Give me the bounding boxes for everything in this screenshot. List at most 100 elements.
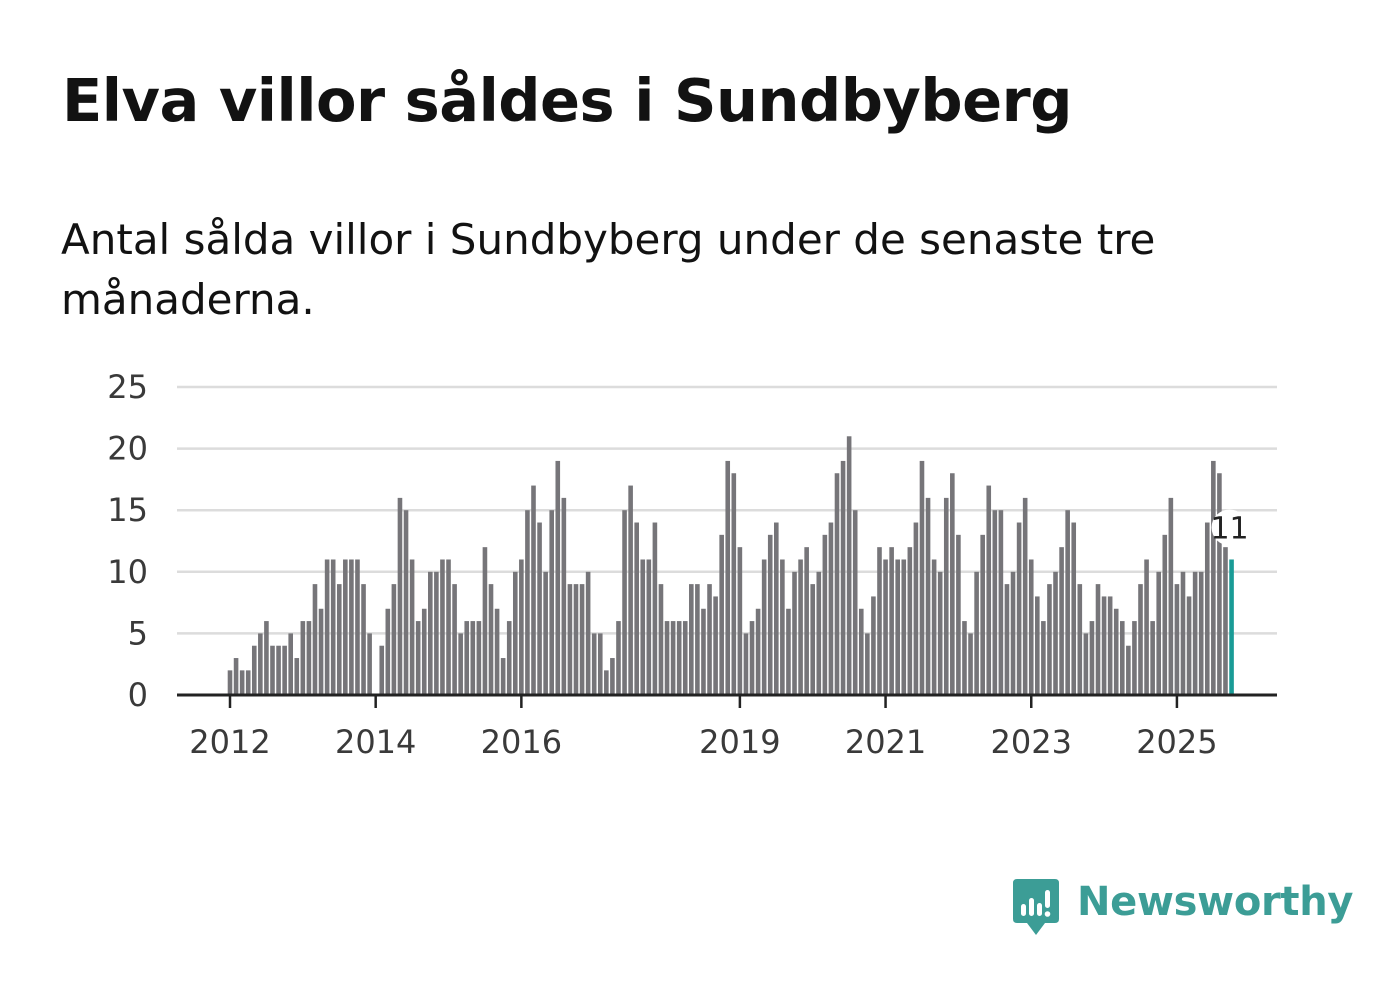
bar — [980, 534, 985, 695]
bar — [1059, 547, 1064, 695]
bar — [1101, 596, 1107, 695]
bar — [349, 559, 354, 695]
bar — [579, 584, 585, 695]
bar — [956, 534, 961, 695]
bar — [992, 510, 998, 695]
bar — [415, 621, 421, 695]
bar — [355, 559, 360, 695]
bar — [877, 547, 882, 695]
bar — [913, 522, 919, 695]
bar — [1162, 534, 1168, 695]
bar — [1126, 645, 1131, 695]
bar — [403, 510, 409, 695]
bar — [895, 559, 900, 695]
bar — [919, 460, 925, 695]
bar — [434, 571, 439, 695]
bar — [725, 460, 731, 695]
bar — [300, 621, 306, 695]
bar — [852, 510, 858, 695]
bar — [336, 584, 342, 695]
bar — [610, 658, 615, 695]
bar — [822, 534, 828, 695]
bar — [318, 608, 324, 695]
bar — [998, 510, 1004, 695]
bar — [865, 633, 870, 695]
bar — [537, 522, 542, 695]
bar — [640, 559, 646, 695]
bar — [616, 621, 621, 695]
bar — [1138, 584, 1143, 695]
x-tick-label: 2014 — [335, 723, 416, 761]
x-tick-label: 2019 — [699, 723, 780, 761]
bar — [1010, 571, 1016, 695]
bar — [834, 473, 840, 695]
bar — [1047, 584, 1052, 695]
bar — [974, 571, 979, 695]
bar — [828, 522, 834, 695]
bar — [931, 559, 937, 695]
bar — [889, 547, 894, 695]
brand: Newsworthy — [1011, 877, 1354, 941]
bar — [689, 584, 694, 695]
bar — [1083, 633, 1089, 695]
bar — [943, 497, 949, 695]
bar — [446, 559, 451, 695]
bar — [324, 559, 330, 695]
bar — [239, 670, 245, 695]
bar — [585, 571, 591, 695]
bar — [1144, 559, 1149, 695]
bar — [846, 436, 852, 695]
bar — [743, 633, 749, 695]
bar — [749, 621, 755, 695]
bar — [270, 645, 275, 695]
bar — [1211, 460, 1216, 695]
value-labels: 11 — [1210, 509, 1249, 546]
bar — [306, 621, 312, 695]
bar — [1192, 571, 1198, 695]
bar — [1223, 547, 1228, 695]
bar — [573, 584, 579, 695]
bar — [780, 559, 785, 695]
bar — [1119, 621, 1125, 695]
bar — [695, 584, 700, 695]
bar — [737, 547, 743, 695]
bar — [1198, 571, 1204, 695]
bar — [1217, 473, 1222, 695]
bar — [871, 596, 876, 695]
bar — [798, 559, 803, 695]
bar — [937, 571, 943, 695]
y-tick-label: 10 — [107, 553, 148, 591]
bar — [397, 497, 403, 695]
bar — [670, 621, 676, 695]
bar — [428, 571, 433, 695]
bar — [567, 584, 573, 695]
bar — [634, 522, 639, 695]
bar — [1180, 571, 1186, 695]
bar — [531, 485, 536, 695]
bar — [1095, 584, 1101, 695]
bar — [512, 571, 518, 695]
bar — [440, 559, 445, 695]
bar — [1053, 571, 1058, 695]
bar — [664, 621, 670, 695]
bar — [1016, 522, 1022, 695]
bar — [925, 497, 931, 695]
y-tick-label: 0 — [128, 676, 148, 714]
y-axis-ticks: 0 5 10 15 20 25 — [107, 368, 148, 714]
x-tick-label: 2025 — [1136, 723, 1217, 761]
bar — [701, 608, 706, 695]
bar — [810, 584, 816, 695]
bar — [597, 633, 603, 695]
bar — [1035, 596, 1040, 695]
x-tick-label: 2023 — [991, 723, 1072, 761]
bar — [646, 559, 652, 695]
bar — [719, 534, 724, 695]
bar — [986, 485, 992, 695]
y-tick-label: 20 — [107, 430, 148, 468]
bar — [409, 559, 415, 695]
bar — [251, 645, 257, 695]
bar — [258, 633, 263, 695]
bar — [962, 621, 967, 695]
bar — [604, 670, 609, 695]
x-tick-label: 2016 — [481, 723, 562, 761]
